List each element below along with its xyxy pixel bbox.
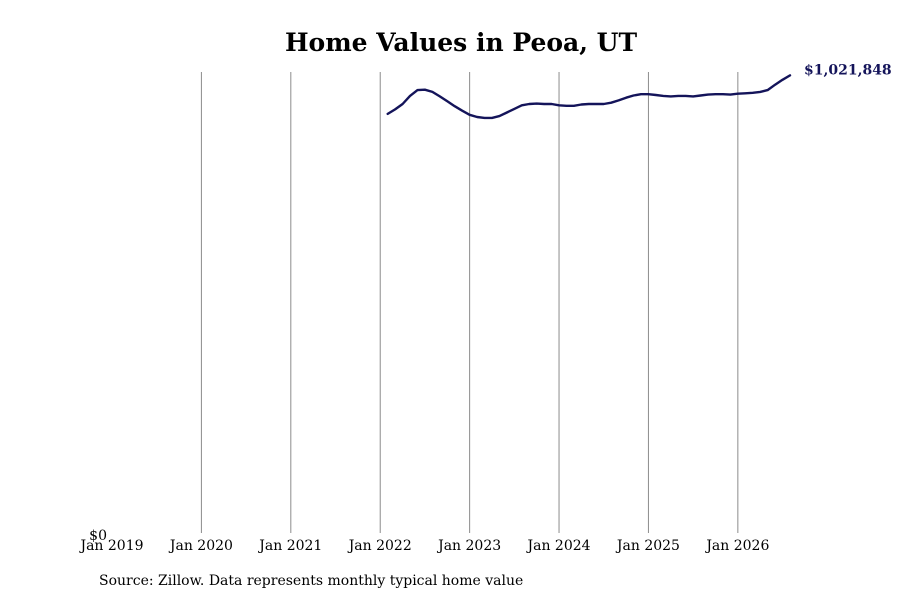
data-point (662, 95, 664, 97)
data-point (513, 108, 515, 110)
data-point (625, 97, 627, 99)
data-point (506, 111, 508, 114)
data-point (401, 103, 404, 105)
x-tick-label: Jan 2019 (78, 538, 143, 554)
data-point (431, 91, 433, 93)
data-point (767, 89, 769, 91)
data-point (536, 102, 538, 105)
data-point (714, 93, 717, 95)
data-point (498, 115, 501, 117)
data-point (685, 95, 687, 97)
x-tick-label: Jan 2026 (704, 538, 769, 554)
data-point (752, 92, 754, 94)
x-tick-label: Jan 2021 (257, 538, 322, 554)
data-point (677, 95, 679, 97)
x-tick-label: Jan 2023 (436, 538, 501, 554)
series-line (386, 74, 792, 120)
data-point (699, 94, 702, 97)
gridlines (200, 72, 739, 533)
data-point (781, 79, 784, 81)
x-tick-label: Jan 2024 (526, 538, 591, 554)
data-point (632, 94, 635, 97)
data-point (692, 95, 694, 97)
data-point (461, 110, 463, 112)
data-point (618, 99, 620, 102)
data-point (573, 105, 575, 107)
x-axis-ticks: Jan 2019 Jan 2020 Jan 2021 Jan 2022 Jan 2023… (78, 538, 769, 554)
data-point (647, 93, 650, 95)
data-point (439, 95, 441, 97)
data-point (595, 103, 597, 105)
data-point (424, 89, 426, 91)
data-point (580, 103, 582, 106)
data-point (558, 104, 560, 106)
y-tick-label: $0 (89, 528, 107, 544)
chart-title: Home Values in Peoa, UT (284, 28, 638, 57)
data-point (603, 103, 605, 105)
data-point (744, 92, 746, 94)
x-tick-label: Jan 2022 (347, 538, 412, 554)
data-point (550, 103, 553, 105)
data-point (610, 102, 612, 104)
data-point (394, 108, 396, 110)
data-point (446, 100, 448, 102)
data-point (737, 93, 739, 95)
data-point (774, 84, 776, 86)
data-point (670, 95, 672, 97)
data-point (469, 114, 471, 116)
data-point (722, 93, 724, 95)
data-point (483, 117, 486, 119)
y-axis-ticks: $0 (89, 528, 107, 544)
data-point (707, 93, 709, 96)
x-tick-label: Jan 2020 (168, 538, 233, 554)
data-point (528, 103, 530, 105)
data-point (759, 91, 761, 93)
data-point (789, 74, 791, 77)
data-point (521, 104, 523, 106)
data-point (565, 105, 568, 107)
data-point (640, 93, 642, 95)
data-point (387, 113, 389, 115)
data-point (588, 103, 590, 105)
data-point (543, 103, 545, 105)
data-point (409, 95, 411, 97)
annotations: $1,021,848 (804, 62, 892, 78)
data-point (454, 105, 456, 107)
x-tick-label: Jan 2025 (615, 538, 680, 554)
series-group (386, 74, 792, 120)
source-note: Source: Zillow. Data represents monthly … (99, 573, 524, 589)
data-point (416, 89, 419, 91)
data-point (476, 116, 478, 118)
end-value-label: $1,021,848 (804, 62, 892, 78)
data-point (655, 94, 657, 96)
data-point (729, 93, 731, 96)
data-point (491, 117, 493, 119)
